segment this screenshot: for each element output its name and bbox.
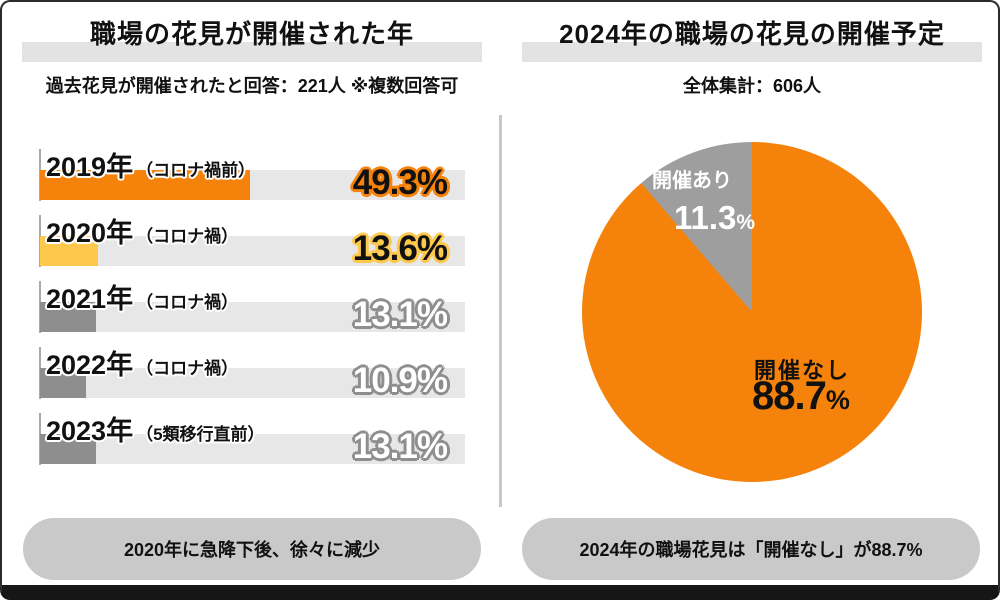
bar-track [40, 434, 465, 464]
bar-value-2019: 49.3% [352, 163, 448, 202]
bar-tag: （コロナ禍前） [136, 161, 256, 180]
panel-divider [499, 115, 502, 507]
pie-value-unit: % [736, 211, 756, 234]
pie-value-kaisai-nashi: 88.7% [752, 374, 850, 421]
left-title-wrap: 職場の花見が開催された年 [2, 2, 502, 62]
bar-year: 2023年 [46, 416, 134, 446]
bar-label-2020: 2020年 （コロナ禍） [46, 211, 238, 250]
bar-track [40, 368, 465, 398]
pie-chart-panel: 2024年の職場の花見の開催予定 全体集計：606人 開催あり 11.3% 開催… [502, 2, 998, 585]
bar-chart: 2019年 （コロナ禍前） 49.3% 2020年 （コロナ禍） 13.6% [39, 145, 465, 478]
bar-value-2023: 13.1% [352, 427, 448, 466]
right-note-pill: 2024年の職場花見は「開催なし」が88.7% [522, 518, 980, 580]
bar-value-2021: 13.1% [352, 295, 448, 334]
left-title-highlight [22, 42, 482, 62]
right-chart-subtitle: 全体集計：606人 [682, 76, 822, 96]
bar-row-2023: 2023年 （5類移行直前） 13.1% [39, 409, 465, 478]
bar-2019 [40, 170, 250, 200]
pie-label-kaisai-nashi: 開催なし [754, 358, 851, 383]
right-title-highlight [522, 42, 982, 62]
pie-value-number: 88.7 [752, 374, 827, 418]
bar-year: 2019年 [46, 152, 134, 182]
pie-chart [582, 142, 922, 482]
bar-year: 2020年 [46, 218, 134, 248]
right-title-wrap: 2024年の職場の花見の開催予定 [502, 2, 998, 62]
right-chart-title: 2024年の職場の花見の開催予定 [559, 19, 945, 49]
bar-row-2019: 2019年 （コロナ禍前） 49.3% [39, 145, 465, 214]
bar-year: 2021年 [46, 284, 134, 314]
bar-row-2021: 2021年 （コロナ禍） 13.1% [39, 277, 465, 346]
bar-chart-panel: 職場の花見が開催された年 過去花見が開催されたと回答：221人 ※複数回答可 2… [2, 2, 502, 585]
bar-2021 [40, 302, 96, 332]
bar-label-2023: 2023年 （5類移行直前） [46, 409, 265, 448]
pie-value-number: 11.3 [674, 199, 737, 236]
bar-value-2022: 10.9% [352, 361, 448, 400]
bar-track [40, 236, 465, 266]
bar-label-2021: 2021年 （コロナ禍） [46, 277, 238, 316]
bar-tag: （コロナ禍） [136, 227, 239, 246]
bar-value-2020: 13.6% [352, 229, 448, 268]
left-chart-title: 職場の花見が開催された年 [89, 19, 414, 49]
bar-label-2019: 2019年 （コロナ禍前） [46, 145, 255, 184]
bar-label-2022: 2022年 （コロナ禍） [46, 343, 238, 382]
bar-tag: （5類移行直前） [136, 425, 265, 444]
pie-value-unit: % [825, 385, 850, 415]
bar-2020 [40, 236, 98, 266]
bar-tag: （コロナ禍） [136, 359, 239, 378]
left-note-pill: 2020年に急降下後、徐々に減少 [23, 518, 481, 580]
bar-2022 [40, 368, 87, 398]
bar-2023 [40, 434, 96, 464]
pie-value-kaisai-ari: 11.3% [674, 200, 755, 241]
bar-row-2020: 2020年 （コロナ禍） 13.6% [39, 211, 465, 280]
bar-row-2022: 2022年 （コロナ禍） 10.9% [39, 343, 465, 412]
bar-tag: （コロナ禍） [136, 293, 239, 312]
pie-label-kaisai-ari: 開催あり [652, 170, 732, 192]
bar-year: 2022年 [46, 350, 134, 380]
bar-track [40, 302, 465, 332]
left-chart-subtitle: 過去花見が開催されたと回答：221人 ※複数回答可 [45, 76, 459, 96]
